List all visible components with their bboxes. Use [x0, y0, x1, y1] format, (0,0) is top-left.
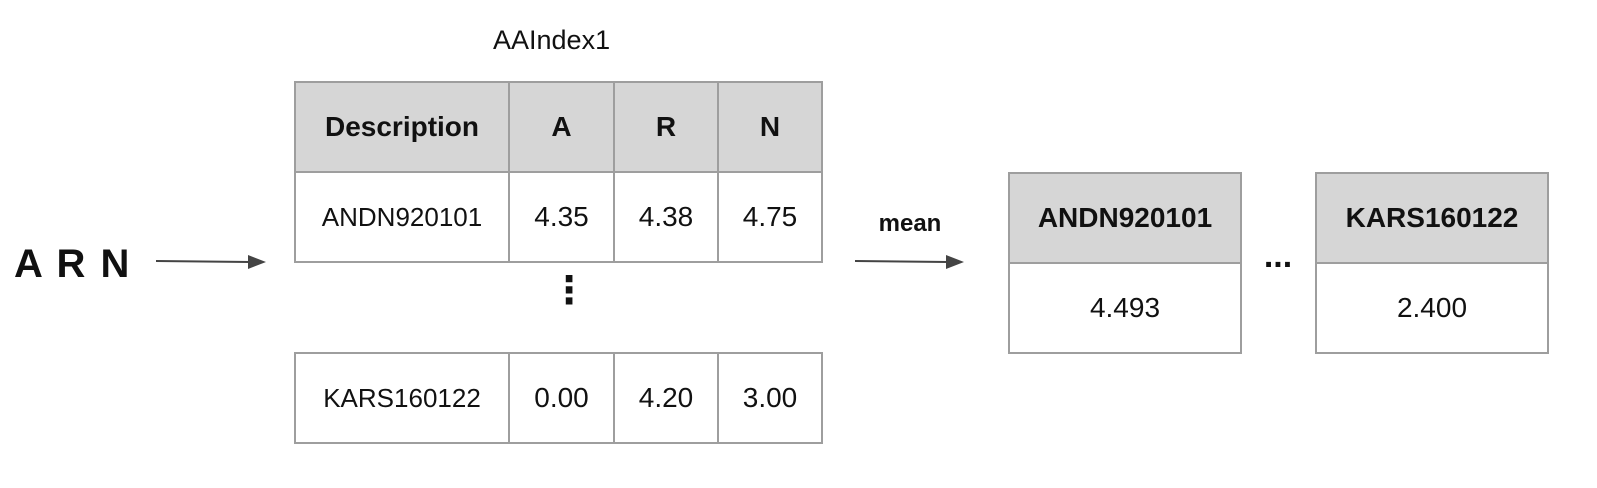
row-value-n: 3.00 [717, 352, 823, 444]
index-table-header-row: Description A R N [294, 81, 823, 173]
table-row: KARS160122 0.00 4.20 3.00 [294, 352, 823, 444]
row-value-a: 4.35 [508, 171, 615, 263]
input-sequence: A R N [14, 242, 132, 286]
row-description: KARS160122 [294, 352, 510, 444]
index-header-description: Description [294, 81, 510, 173]
operation-label: mean [878, 210, 942, 237]
index-header-n: N [717, 81, 823, 173]
index-header-r: R [613, 81, 719, 173]
index-header-a: A [508, 81, 615, 173]
horizontal-ellipsis: ... [1263, 237, 1293, 275]
result-table-2: KARS160122 2.400 [1315, 172, 1549, 354]
index-table-title: AAIndex1 [493, 25, 611, 55]
result-value: 2.400 [1315, 262, 1549, 354]
arrow-sequence-to-index [155, 255, 266, 269]
result-table-1: ANDN920101 4.493 [1008, 172, 1242, 354]
row-description: ANDN920101 [294, 171, 510, 263]
row-value-a: 0.00 [508, 352, 615, 444]
row-value-r: 4.20 [613, 352, 719, 444]
table-row: ANDN920101 4.35 4.38 4.75 [294, 171, 823, 263]
result-header: KARS160122 [1315, 172, 1549, 264]
result-header: ANDN920101 [1008, 172, 1242, 264]
row-value-r: 4.38 [613, 171, 719, 263]
row-value-n: 4.75 [717, 171, 823, 263]
index-table-last-row: KARS160122 0.00 4.20 3.00 [294, 352, 823, 444]
arrow-index-to-result [854, 255, 964, 269]
index-table: Description A R N ANDN920101 4.35 4.38 4… [294, 81, 823, 263]
result-value: 4.493 [1008, 262, 1242, 354]
vertical-ellipsis: ⋮ [550, 270, 588, 312]
